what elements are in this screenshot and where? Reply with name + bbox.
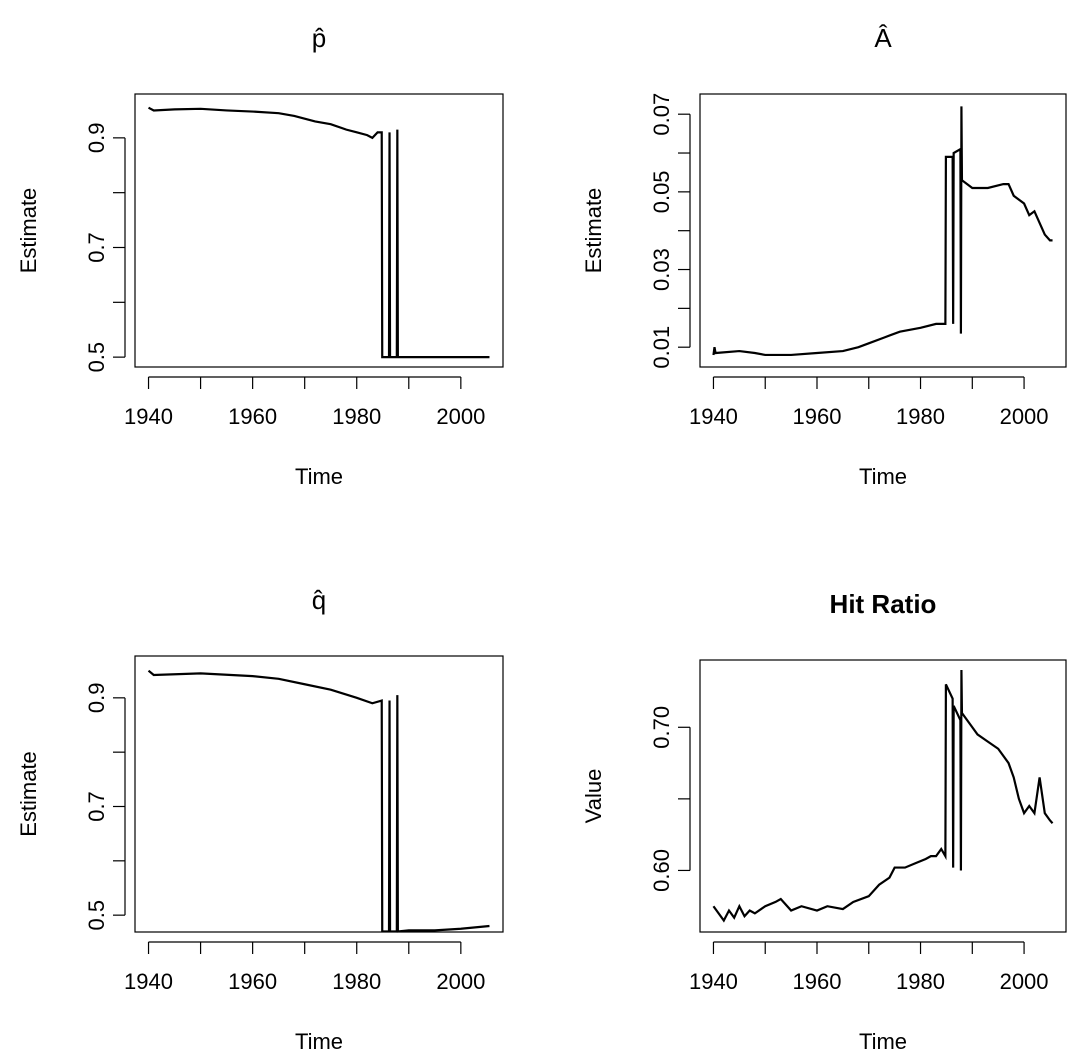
y-tick-label: 0.60 [649, 849, 674, 892]
x-tick-label: 1980 [896, 969, 945, 994]
y-tick-label: 0.70 [649, 706, 674, 749]
panel-title: Â [874, 23, 892, 53]
y-tick-label: 0.7 [84, 232, 109, 263]
x-tick-label: 1960 [228, 404, 277, 429]
plot-frame [699, 93, 1067, 368]
x-tick-label: 2000 [436, 969, 485, 994]
x-axis-label: Time [295, 464, 343, 489]
data-line [148, 106, 490, 359]
x-tick-label: 1980 [896, 404, 945, 429]
y-axis-label: Estimate [16, 751, 41, 837]
x-tick-label: 2000 [1000, 404, 1049, 429]
y-axis-label: Value [581, 769, 606, 824]
x-tick-label: 1980 [332, 969, 381, 994]
x-axis-label: Time [295, 1029, 343, 1054]
panel-title: q̂ [312, 585, 326, 615]
x-axis-label: Time [859, 464, 907, 489]
y-tick-label: 0.9 [84, 123, 109, 154]
y-tick-label: 0.5 [84, 900, 109, 931]
x-tick-label: 1940 [689, 404, 738, 429]
x-tick-label: 2000 [436, 404, 485, 429]
data-line [712, 670, 1054, 923]
y-tick-label: 0.7 [84, 791, 109, 822]
y-axis-label: Estimate [16, 188, 41, 274]
x-tick-label: 1960 [793, 969, 842, 994]
x-tick-label: 2000 [1000, 969, 1049, 994]
data-line [147, 669, 490, 933]
y-tick-label: 0.9 [84, 683, 109, 714]
x-tick-label: 1940 [689, 969, 738, 994]
y-tick-label: 0.07 [649, 93, 674, 136]
y-tick-label: 0.05 [649, 170, 674, 213]
y-tick-label: 0.03 [649, 248, 674, 291]
panel-title: Hit Ratio [830, 589, 937, 619]
plot-frame [134, 93, 504, 368]
panel-title: p̂ [312, 23, 326, 53]
x-axis-label: Time [859, 1029, 907, 1054]
y-tick-label: 0.01 [649, 326, 674, 369]
y-axis-label: Estimate [581, 188, 606, 274]
data-line [712, 106, 1053, 357]
x-tick-label: 1960 [793, 404, 842, 429]
x-tick-label: 1980 [332, 404, 381, 429]
plot-frame [699, 659, 1067, 933]
x-tick-label: 1940 [124, 969, 173, 994]
y-tick-label: 0.5 [84, 342, 109, 373]
x-tick-label: 1960 [228, 969, 277, 994]
x-tick-label: 1940 [124, 404, 173, 429]
plot-frame [134, 655, 504, 933]
